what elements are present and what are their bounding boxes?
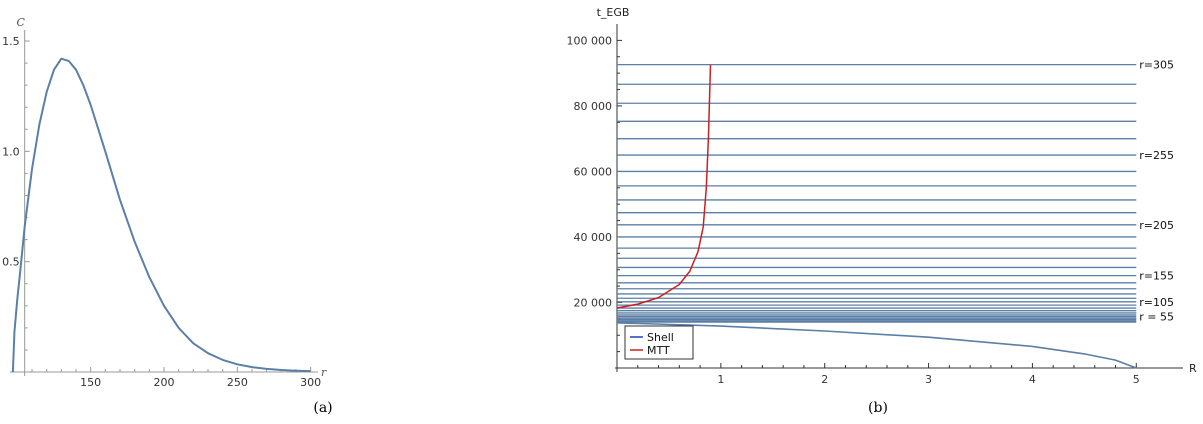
x-axis-label: r — [321, 366, 327, 379]
x-tick-label: 3 — [925, 373, 932, 386]
y-tick-label: 60 000 — [574, 165, 613, 178]
shell-label: r = 55 — [1139, 311, 1174, 324]
chart-b: 1 2 3 4 5 20 000 40 000 60 000 80 000 100 000 t_EG… — [567, 6, 1198, 386]
legend-entry: Shell — [647, 331, 674, 344]
shell-label: r=155 — [1139, 270, 1174, 283]
mtt-curve — [616, 64, 712, 309]
x-tick-label: 1 — [717, 373, 724, 386]
y-tick-label: 40 000 — [574, 231, 613, 244]
chart-a: 150 200 250 300 0.5 1.0 1.5 Cr — [2, 16, 327, 389]
y-tick-label: 1.0 — [2, 145, 20, 158]
shell-label: r=305 — [1139, 59, 1174, 72]
legend-entry: MTT — [647, 344, 670, 357]
x-axis-label: R — [1189, 362, 1197, 375]
x-tick-label: 2 — [821, 373, 828, 386]
x-tick-label: 5 — [1133, 373, 1140, 386]
y-tick-label: 20 000 — [574, 296, 613, 309]
y-axis-label: C — [16, 16, 25, 29]
y-tick-label: 1.5 — [2, 35, 20, 48]
x-tick-label: 4 — [1029, 373, 1036, 386]
shell-label: r=255 — [1139, 149, 1174, 162]
caption-b: (b) — [868, 400, 888, 416]
legend-box — [624, 325, 694, 360]
y-axis-label: t_EGB — [597, 6, 630, 19]
y-tick-label: 100 000 — [567, 34, 613, 47]
shell-label: r=205 — [1139, 219, 1174, 232]
y-tick-label: 80 000 — [574, 100, 613, 113]
x-tick-label: 300 — [300, 376, 321, 389]
shell-bottom-curve — [616, 322, 1137, 369]
x-tick-label: 150 — [80, 376, 101, 389]
x-tick-label: 200 — [154, 376, 175, 389]
y-tick-label: 0.5 — [2, 256, 20, 269]
x-tick-label: 250 — [227, 376, 248, 389]
series-line — [11, 57, 311, 373]
caption-a: (a) — [313, 400, 332, 416]
shell-label: r=105 — [1139, 296, 1174, 309]
